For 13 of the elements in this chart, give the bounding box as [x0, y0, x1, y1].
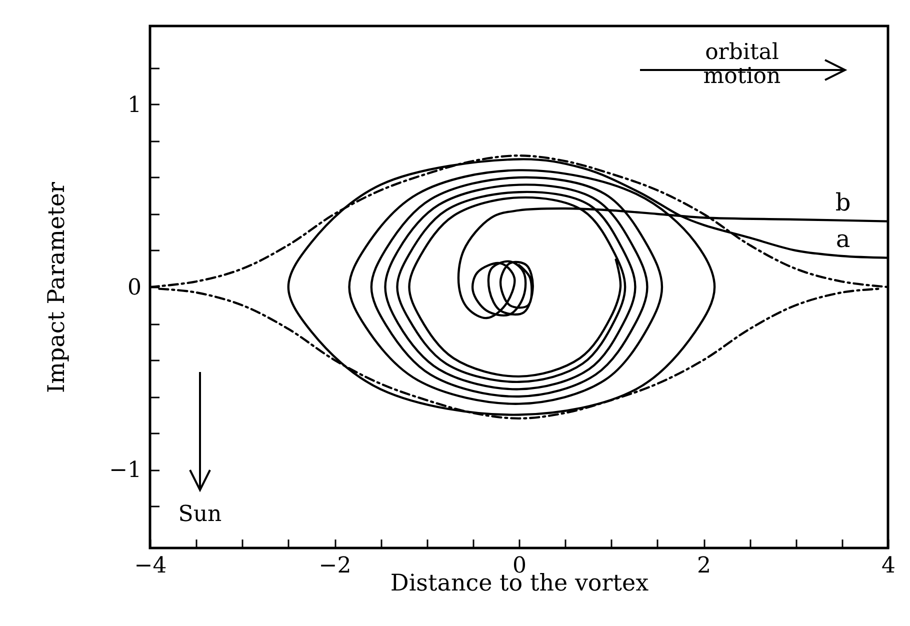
y-tick-label: −1: [109, 458, 142, 484]
x-tick-label: −4: [134, 554, 167, 578]
annotation: orbital motion: [703, 40, 781, 89]
series-label: b: [835, 188, 851, 216]
annotation: Sun: [178, 502, 222, 527]
y-tick-label: 0: [128, 276, 142, 300]
x-tick-label: 4: [882, 554, 896, 578]
x-tick-label: −2: [318, 554, 352, 578]
y-tick-label: 1: [128, 92, 142, 118]
series-label: a: [836, 224, 850, 253]
x-tick-label: 2: [697, 554, 711, 578]
x-tick-label: 0: [512, 554, 526, 578]
y-axis-title: Impact Parameter: [44, 182, 70, 393]
